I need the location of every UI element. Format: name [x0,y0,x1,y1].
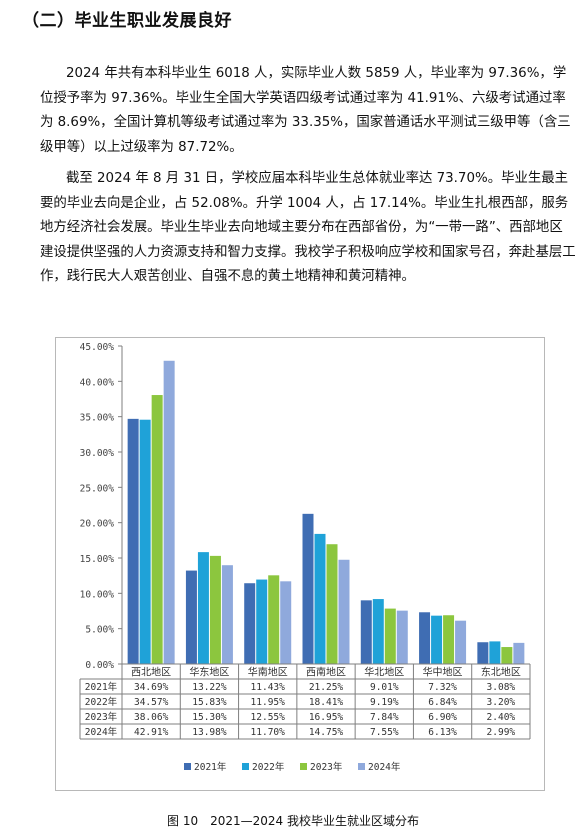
table-value: 38.06% [134,712,169,723]
bar [501,647,513,664]
table-value: 6.84% [428,697,457,708]
bar [384,608,396,664]
legend-label: 2024年 [368,761,401,773]
table-value: 14.75% [309,727,344,738]
y-tick-label: 30.00% [80,448,115,459]
section-heading: （二）毕业生职业发展良好 [22,11,232,31]
table-value: 15.83% [192,697,227,708]
bar [338,559,350,664]
table-series-name: 2021年 [85,681,118,693]
y-tick-label: 25.00% [80,483,115,494]
legend-label: 2023年 [310,761,343,773]
table-value: 11.43% [251,682,286,693]
table-series-name: 2023年 [85,711,118,723]
y-tick-label: 5.00% [85,625,114,636]
legend-label: 2021年 [194,761,227,773]
paragraph-2: 截至 2024 年 8 月 31 日，学校应届本科毕业生总体就业率达 73.70… [40,167,576,290]
table-series-name: 2022年 [85,696,118,708]
table-value: 34.57% [134,697,169,708]
y-tick-label: 15.00% [80,554,115,565]
bar [513,642,525,664]
bar [396,610,408,664]
table-value: 13.98% [192,727,227,738]
paragraph-1: 2024 年共有本科毕业生 6018 人，实际毕业人数 5859 人，毕业率为 … [40,62,576,160]
bar [443,615,455,664]
bar [431,615,443,664]
legend-swatch [300,763,307,770]
y-tick-label: 35.00% [80,413,115,424]
table-value: 15.30% [192,712,227,723]
table-value: 34.69% [134,682,169,693]
category-label: 西南地区 [306,666,346,679]
table-value: 13.22% [192,682,227,693]
table-value: 11.95% [251,697,286,708]
bar [139,419,151,664]
table-value: 7.32% [428,682,457,693]
bar [314,533,326,664]
bar [326,544,338,664]
paragraph-1-text: 2024 年共有本科毕业生 6018 人，实际毕业人数 5859 人，毕业率为 … [40,66,571,155]
bar [489,641,501,664]
bar [244,583,256,664]
employment-region-chart: 0.00% 5.00% 10.00% 15.00% 20.00% 25.00% 30.00%… [79,342,531,773]
legend-label: 2022年 [252,761,285,773]
table-value: 6.90% [428,712,457,723]
category-label: 西北地区 [131,666,171,679]
bar [151,395,163,664]
table-value: 9.19% [370,697,399,708]
y-tick-label: 40.00% [80,377,115,388]
chart-frame: 0.00% 5.00% 10.00% 15.00% 20.00% 25.00% 30.00%… [55,337,545,791]
table-value: 2.40% [487,712,516,723]
bar [360,600,372,664]
bar [163,360,175,664]
paragraph-2-text: 截至 2024 年 8 月 31 日，学校应届本科毕业生总体就业率达 73.70… [40,171,576,285]
bar [256,579,268,664]
y-tick-label: 10.00% [80,589,115,600]
bar [280,581,292,664]
legend-swatch [184,763,191,770]
figure-caption: 图 10 2021—2024 我校毕业生就业区域分布 [167,814,419,828]
category-label: 华中地区 [423,666,463,679]
table-value: 2.99% [487,727,516,738]
category-label: 华南地区 [248,666,288,679]
category-label: 华东地区 [189,666,229,679]
table-value: 7.84% [370,712,399,723]
table-value: 11.70% [251,727,286,738]
category-label: 华北地区 [364,666,404,679]
table-series-name: 2024年 [85,726,118,738]
bar [221,565,233,664]
table-value: 21.25% [309,682,344,693]
table-value: 7.55% [370,727,399,738]
bar [209,555,221,664]
legend-swatch [242,763,249,770]
table-value: 16.95% [309,712,344,723]
y-tick-label: 45.00% [80,342,115,353]
table-value: 12.55% [251,712,286,723]
table-value: 6.13% [428,727,457,738]
bar [372,599,384,664]
bar [455,620,467,664]
bar [302,513,314,664]
y-tick-label: 20.00% [80,519,115,530]
legend-swatch [358,763,365,770]
bar [477,642,489,664]
bar [268,575,280,664]
bar [185,570,197,664]
bar [197,552,209,664]
table-value: 9.01% [370,682,399,693]
table-value: 42.91% [134,727,169,738]
table-value: 3.20% [487,697,516,708]
bar [419,612,431,664]
bar [127,418,139,664]
table-value: 3.08% [487,682,516,693]
table-value: 18.41% [309,697,344,708]
y-tick-label: 0.00% [85,660,114,671]
category-label: 东北地区 [481,666,521,679]
